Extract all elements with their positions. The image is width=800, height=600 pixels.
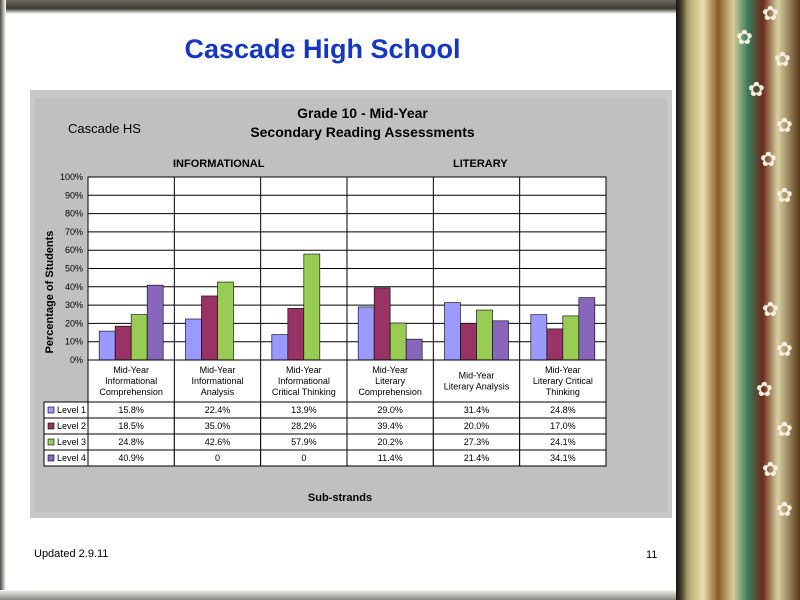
frame-left (0, 0, 6, 600)
flower-icon: ✿ (756, 379, 773, 401)
group-label-informational: INFORMATIONAL (173, 158, 265, 170)
chart-subtitle: Secondary Reading Assessments (250, 124, 475, 140)
flower-icon: ✿ (776, 339, 793, 361)
updated-date: Updated 2.9.11 (34, 548, 109, 560)
flower-icon: ✿ (776, 419, 793, 441)
x-axis-label: Sub-strands (307, 492, 373, 504)
flower-icon: ✿ (760, 149, 777, 171)
school-label: Cascade HS (68, 121, 141, 136)
flower-icon: ✿ (762, 459, 779, 481)
frame-bottom (0, 590, 690, 600)
chart-title: Grade 10 - Mid-Year (297, 105, 428, 121)
flower-icon: ✿ (762, 299, 779, 321)
chart-inner-area (35, 98, 667, 512)
flower-icon: ✿ (762, 3, 779, 25)
frame-top (0, 0, 690, 14)
flower-icon: ✿ (774, 49, 791, 71)
flower-icon: ✿ (736, 27, 753, 49)
flower-icon: ✿ (748, 79, 765, 101)
group-label-literary: LITERARY (453, 158, 508, 170)
flower-icon: ✿ (776, 499, 793, 521)
flower-icon: ✿ (776, 185, 793, 207)
slide-title: Cascade High School (184, 34, 461, 64)
y-axis-label: Percentage of Students (44, 230, 56, 354)
chart-title-block: Grade 10 - Mid-Year Secondary Reading As… (180, 104, 545, 142)
flower-icon: ✿ (776, 115, 793, 137)
page-number: 11 (646, 549, 658, 561)
decorative-panel: ✿ ✿ ✿ ✿ ✿ ✿ ✿ ✿ ✿ ✿ ✿ ✿ ✿ (676, 0, 800, 600)
panel-shadow (676, 0, 686, 600)
